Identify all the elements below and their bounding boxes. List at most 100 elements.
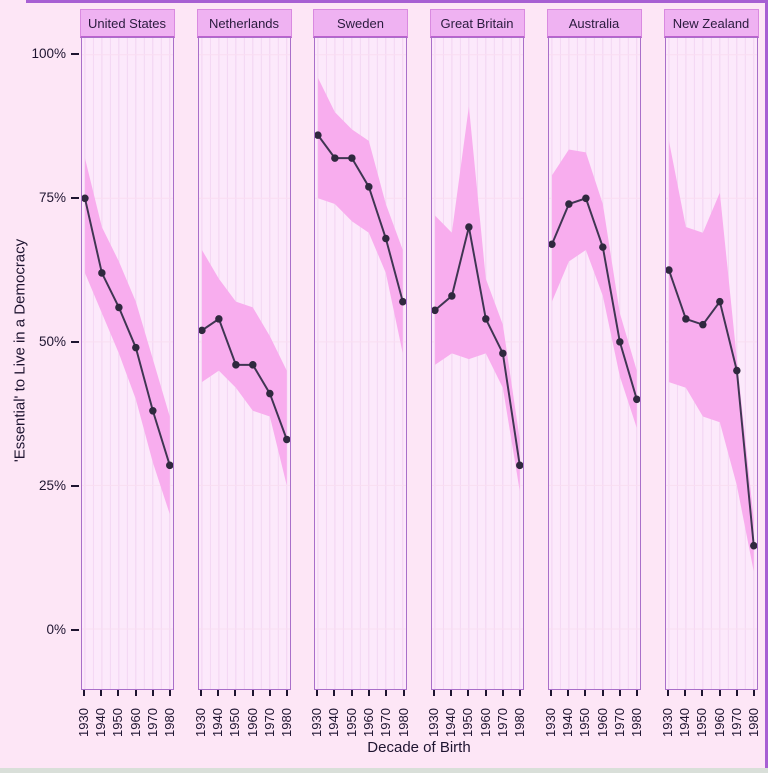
x-tick-label: 1970 <box>378 708 394 737</box>
x-tick-mark <box>151 690 154 696</box>
x-tick-mark <box>718 690 721 696</box>
facet-strip-new-zealand: New Zealand <box>663 9 759 38</box>
facet-plot-australia <box>547 37 641 690</box>
data-point <box>399 297 406 306</box>
x-tick-mark <box>753 690 756 696</box>
facet-title: Great Britain <box>440 15 514 31</box>
data-point <box>464 223 473 231</box>
y-tick-mark <box>71 196 79 199</box>
data-point <box>214 315 223 323</box>
x-tick-mark <box>385 690 388 696</box>
facet-title: United States <box>87 15 167 31</box>
x-tick-mark <box>701 690 704 696</box>
x-tick-mark <box>234 690 237 696</box>
y-tick-mark <box>71 484 79 487</box>
x-tick-label: 1960 <box>361 708 376 737</box>
data-point <box>382 234 390 243</box>
data-point <box>698 320 707 329</box>
facet-strip-united-states: United States <box>79 9 175 38</box>
x-tick-mark <box>286 690 289 696</box>
data-point <box>632 395 640 404</box>
x-tick-label: 1930 <box>192 708 208 737</box>
x-tick-mark <box>251 690 254 696</box>
x-tick-label: 1930 <box>309 708 324 737</box>
data-point <box>598 243 607 251</box>
x-tick-label: 1940 <box>326 708 342 737</box>
confidence-band <box>668 140 754 572</box>
data-point <box>148 406 157 415</box>
facet-strip-netherlands: Netherlands <box>196 9 292 38</box>
facet-strip-australia: Australia <box>546 9 642 38</box>
x-tick-mark <box>350 690 353 696</box>
data-point <box>498 349 507 358</box>
x-tick-label: 1930 <box>659 708 675 737</box>
facet-chart-netherlands <box>198 38 290 689</box>
x-tick-mark <box>549 690 552 696</box>
facet-chart-united-states <box>81 38 173 689</box>
data-point <box>581 194 590 203</box>
x-tick-label: 1980 <box>512 708 528 737</box>
x-tick-label: 1960 <box>477 708 493 737</box>
facet-plot-netherlands <box>197 37 291 690</box>
x-tick-mark <box>169 690 172 696</box>
y-tick-label: 50% <box>38 333 66 349</box>
y-tick-label: 25% <box>38 477 66 493</box>
facet-plot-united-states <box>80 37 174 690</box>
x-tick-label: 1970 <box>494 708 510 737</box>
data-point <box>331 154 339 162</box>
data-point <box>97 269 106 277</box>
x-tick-label: 1950 <box>460 708 476 737</box>
x-tick-mark <box>216 690 219 696</box>
data-point <box>265 389 274 398</box>
facet-plot-new-zealand <box>664 37 758 690</box>
x-tick-mark <box>683 690 686 696</box>
x-tick-mark <box>566 690 569 696</box>
data-point <box>248 361 257 369</box>
x-tick-mark <box>636 690 639 696</box>
data-point <box>732 366 741 375</box>
data-point <box>564 200 573 208</box>
x-tick-label: 1940 <box>92 708 108 737</box>
trend-line <box>667 269 755 546</box>
facet-title: New Zealand <box>672 15 750 31</box>
facet-strip-sweden: Sweden <box>313 9 408 38</box>
facet-title: Netherlands <box>208 15 280 31</box>
window-bottom-strip <box>0 768 768 773</box>
facet-title: Sweden <box>337 15 384 31</box>
x-tick-label: 1960 <box>594 708 610 737</box>
x-tick-mark <box>134 690 137 696</box>
x-tick-label: 1940 <box>209 708 225 737</box>
data-point <box>515 461 523 470</box>
data-point <box>165 461 173 470</box>
x-tick-mark <box>402 690 405 696</box>
x-tick-label: 1980 <box>629 708 645 737</box>
data-point <box>681 315 690 323</box>
x-tick-mark <box>82 690 85 696</box>
confidence-band <box>201 249 287 486</box>
facet-title: Australia <box>568 15 620 31</box>
facet-chart-sweden <box>315 38 406 689</box>
x-axis-title: Decade of Birth <box>367 739 471 756</box>
x-tick-label: 1970 <box>261 708 277 737</box>
facet-strip-great-britain: Great Britain <box>429 9 525 38</box>
facet-chart-great-britain <box>431 38 523 689</box>
data-point <box>749 541 757 550</box>
data-point <box>715 297 724 306</box>
x-tick-label: 1940 <box>676 708 692 737</box>
data-point <box>548 240 556 249</box>
confidence-band <box>551 149 637 429</box>
x-tick-label: 1950 <box>343 708 359 737</box>
data-point <box>665 266 673 274</box>
x-tick-label: 1960 <box>711 708 727 737</box>
x-tick-mark <box>484 690 487 696</box>
facet-plot-great-britain <box>430 37 524 690</box>
x-tick-mark <box>666 690 669 696</box>
data-point <box>114 303 123 312</box>
x-tick-mark <box>268 690 271 696</box>
facet-chart-new-zealand <box>665 38 757 689</box>
x-tick-mark <box>99 690 102 696</box>
x-tick-label: 1980 <box>746 708 762 737</box>
x-tick-mark <box>368 690 370 696</box>
y-tick-label: 75% <box>38 189 66 205</box>
